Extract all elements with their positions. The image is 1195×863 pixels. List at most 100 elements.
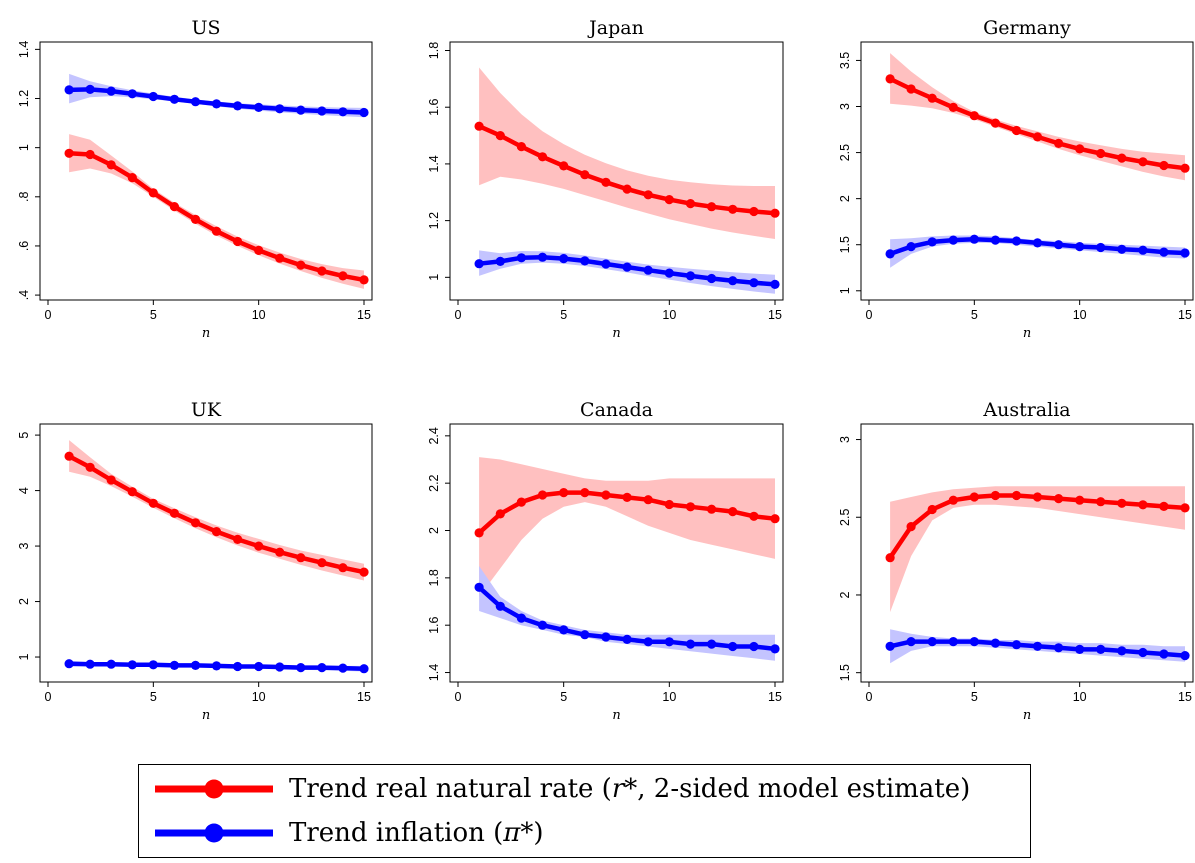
r-star-point-canada xyxy=(559,488,569,498)
r-star-point-germany xyxy=(1117,153,1127,163)
panel-uk: 0 5 10 15 1 2 3 4 5 UK n xyxy=(17,399,373,723)
r-star-point-uk xyxy=(359,567,369,577)
pi-star-point-japan xyxy=(685,271,696,281)
pi-star-point-germany xyxy=(990,235,1001,245)
r-star-point-us xyxy=(106,160,116,170)
r-star-point-uk xyxy=(317,558,327,568)
pi-star-point-uk xyxy=(190,660,201,671)
pi-star-point-canada xyxy=(601,632,611,642)
pi-star-point-australia xyxy=(948,637,958,647)
r-star-point-germany xyxy=(885,74,895,84)
r-star-point-uk xyxy=(64,451,74,461)
r-star-point-uk xyxy=(211,527,222,537)
r-star-point-japan xyxy=(474,121,484,131)
pi-star-point-australia xyxy=(969,637,979,647)
pi-star-point-uk xyxy=(317,663,327,673)
r-star-point-japan xyxy=(495,131,505,141)
pi-star-point-japan xyxy=(474,259,484,269)
r-star-point-canada xyxy=(495,509,505,519)
pi-star-point-us xyxy=(106,86,116,96)
x-tick-label: 0 xyxy=(866,690,873,704)
r-star-point-canada xyxy=(516,497,527,507)
legend-marker-pi-star xyxy=(155,823,273,843)
pi-star-point-uk xyxy=(211,661,222,671)
r-star-point-australia xyxy=(927,504,937,515)
pi-star-point-us xyxy=(296,105,306,115)
x-tick-label: 15 xyxy=(768,308,782,322)
panel-title: US xyxy=(191,17,220,39)
panel-us: 0 5 10 15 .4 .6 .8 1 1.2 1.4 US n xyxy=(17,17,373,341)
pi-star-band-canada xyxy=(479,566,775,661)
r-star-point-germany xyxy=(1138,157,1148,167)
y-tick-label: .4 xyxy=(17,290,31,300)
plot-frame-us xyxy=(39,41,373,301)
r-star-point-us xyxy=(317,266,327,276)
r-star-band-germany xyxy=(890,53,1185,181)
r-star-point-australia xyxy=(1180,503,1190,513)
pi-star-point-germany xyxy=(1159,247,1169,257)
x-tick-label: 15 xyxy=(1178,690,1192,704)
pi-star-point-uk xyxy=(169,660,179,671)
x-tick-label: 10 xyxy=(662,690,676,704)
pi-star-point-germany xyxy=(1096,242,1106,253)
pi-star-point-australia xyxy=(1011,640,1022,650)
r-star-point-australia xyxy=(1138,500,1148,510)
r-star-point-us xyxy=(169,202,179,212)
r-star-point-japan xyxy=(643,190,653,200)
r-star-point-canada xyxy=(601,490,611,500)
r-star-point-australia xyxy=(1032,492,1043,502)
x-axis-label: n xyxy=(202,326,210,341)
x-tick-label: 5 xyxy=(971,308,978,322)
y-tick-label: 1.5 xyxy=(838,236,852,253)
panel-title: Japan xyxy=(587,17,644,39)
r-star-point-germany xyxy=(1054,138,1064,148)
r-star-point-australia xyxy=(948,495,958,505)
pi-star-point-germany xyxy=(1075,242,1085,252)
r-star-point-australia xyxy=(1159,501,1169,511)
r-star-point-us xyxy=(254,245,264,255)
r-star-point-canada xyxy=(728,507,738,517)
r-star-point-uk xyxy=(254,541,264,551)
legend-item-pi-star: Trend inflation (π*) xyxy=(153,813,544,853)
pi-star-point-japan xyxy=(749,278,759,288)
panel-title: Germany xyxy=(983,17,1071,39)
panel-title: Australia xyxy=(982,399,1070,421)
panel-title: Canada xyxy=(580,399,653,421)
y-tick-label: 1.8 xyxy=(427,42,441,59)
pi-star-point-canada xyxy=(580,630,590,640)
r-star-point-us xyxy=(211,226,222,236)
r-star-point-japan xyxy=(749,206,759,217)
pi-star-point-germany xyxy=(927,237,937,247)
r-star-point-australia xyxy=(885,553,895,563)
pi-star-point-australia xyxy=(1096,644,1106,655)
panel-germany: 0 5 10 15 1 1.5 2 2.5 3 3.5 Germany n xyxy=(838,17,1194,341)
pi-star-point-australia xyxy=(1117,646,1127,656)
legend-item-r-star: Trend real natural rate (r*, 2-sided mod… xyxy=(153,769,970,809)
pi-star-point-canada xyxy=(749,641,759,652)
x-tick-label: 0 xyxy=(455,690,462,704)
x-tick-label: 10 xyxy=(252,690,266,704)
r-star-point-japan xyxy=(685,199,696,209)
plot-frame-canada xyxy=(449,423,784,683)
pi-star-point-germany xyxy=(969,234,979,244)
r-star-point-germany xyxy=(906,84,916,94)
r-star-point-us xyxy=(64,148,74,158)
pi-star-point-australia xyxy=(1180,651,1190,661)
y-tick-label: 1.5 xyxy=(838,664,852,681)
r-star-point-us xyxy=(148,188,158,198)
r-star-band-australia xyxy=(890,486,1185,613)
pi-star-point-canada xyxy=(537,620,548,630)
r-star-point-australia xyxy=(990,490,1001,501)
pi-star-point-uk xyxy=(359,664,369,674)
x-tick-label: 5 xyxy=(971,690,978,704)
y-tick-label: 1.2 xyxy=(427,212,441,229)
pi-star-point-us xyxy=(317,106,327,116)
r-star-band-us xyxy=(69,134,364,289)
pi-star-point-canada xyxy=(770,644,780,654)
r-star-point-canada xyxy=(622,492,632,502)
r-star-point-germany xyxy=(1032,132,1043,142)
y-tick-label: .8 xyxy=(17,192,31,202)
pi-star-point-australia xyxy=(1032,641,1043,651)
x-axis-label: n xyxy=(1023,326,1031,341)
pi-star-point-us xyxy=(148,91,158,102)
